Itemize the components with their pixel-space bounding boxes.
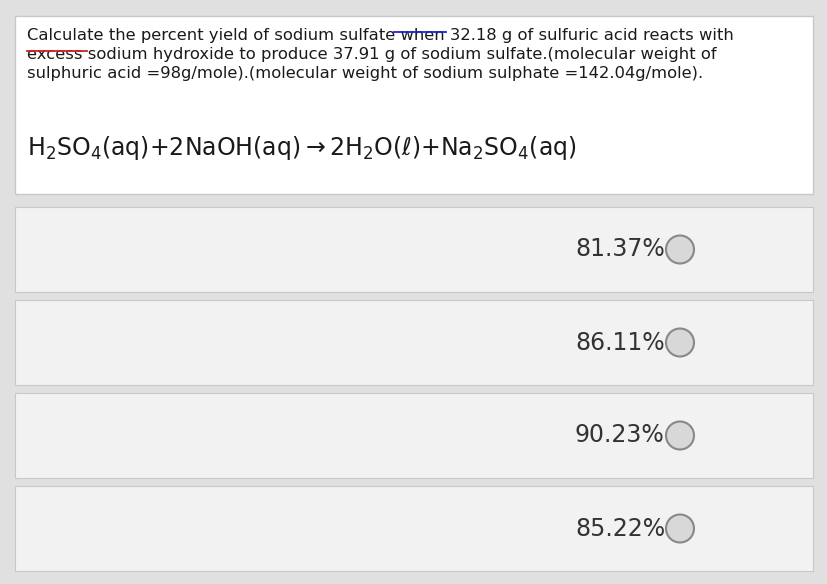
Circle shape bbox=[665, 328, 693, 356]
FancyBboxPatch shape bbox=[15, 207, 812, 292]
Text: H$_2$SO$_4$(aq)+2NaOH(aq)$\rightarrow$2H$_2$O($\ell$)+Na$_2$SO$_4$(aq): H$_2$SO$_4$(aq)+2NaOH(aq)$\rightarrow$2H… bbox=[27, 134, 576, 162]
FancyBboxPatch shape bbox=[15, 16, 812, 194]
Text: sulphuric acid =98g/mole).(molecular weight of sodium sulphate =142.04g/mole).: sulphuric acid =98g/mole).(molecular wei… bbox=[27, 66, 702, 81]
Circle shape bbox=[665, 422, 693, 450]
FancyBboxPatch shape bbox=[15, 300, 812, 385]
Text: Calculate the percent yield of sodium sulfate when 32.18 g of sulfuric acid reac: Calculate the percent yield of sodium su… bbox=[27, 28, 733, 43]
Circle shape bbox=[665, 515, 693, 543]
Circle shape bbox=[665, 235, 693, 263]
FancyBboxPatch shape bbox=[15, 486, 812, 571]
Text: excess sodium hydroxide to produce 37.91 g of sodium sulfate.(molecular weight o: excess sodium hydroxide to produce 37.91… bbox=[27, 47, 715, 62]
Text: 81.37%: 81.37% bbox=[574, 238, 664, 262]
Text: 90.23%: 90.23% bbox=[574, 423, 664, 447]
Text: 86.11%: 86.11% bbox=[574, 331, 664, 354]
Text: 85.22%: 85.22% bbox=[574, 516, 664, 541]
FancyBboxPatch shape bbox=[15, 393, 812, 478]
